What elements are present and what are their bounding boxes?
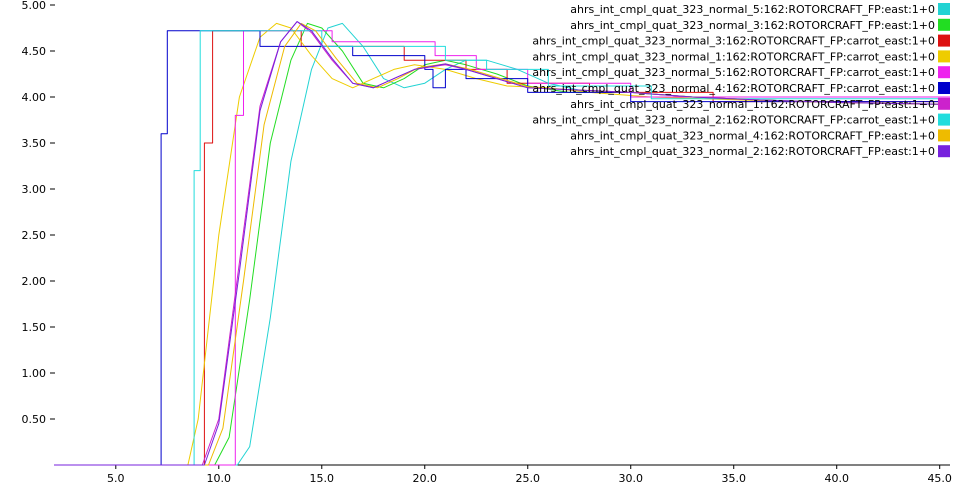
series-line-3 [54,30,950,466]
legend-entry-label: ahrs_int_cmpl_quat_323_normal_4:162:ROTO… [570,129,935,142]
y-tick-label: 0.50 [22,413,47,426]
legend-swatch [938,82,950,94]
y-tick-label: 4.00 [22,91,47,104]
x-tick-label: 10.0 [207,472,232,485]
chart-axes: 5.0 10.0 15.0 20.0 25.0 30.0 35.0 40.0 45.0 0.50 1… [22,0,952,485]
y-tick-label: 1.00 [22,367,47,380]
x-tick-label: 25.0 [515,472,540,485]
legend: ahrs_int_cmpl_quat_323_normal_5:162:ROTO… [532,3,950,158]
legend-swatch [938,34,950,47]
legend-entry-label: ahrs_int_cmpl_quat_323_normal_5:162:ROTO… [532,66,935,79]
x-tick-label: 40.0 [824,472,849,485]
series-line-8 [54,30,950,466]
legend-entry-label: ahrs_int_cmpl_quat_323_normal_3:162:ROTO… [570,19,935,32]
legend-swatch [938,145,950,158]
legend-entry-label: ahrs_int_cmpl_quat_323_normal_2:162:ROTO… [532,114,935,127]
legend-entry-label: ahrs_int_cmpl_quat_323_normal_2:162:ROTO… [570,145,935,158]
legend-entry-label: ahrs_int_cmpl_quat_323_normal_5:162:ROTO… [570,3,935,16]
y-tick-label: 2.00 [22,275,47,288]
series-line-6 [54,30,950,466]
legend-entry-label: ahrs_int_cmpl_quat_323_normal_4:162:ROTO… [532,82,935,95]
x-tick-label: 35.0 [721,472,746,485]
x-tick-label: 15.0 [310,472,335,485]
x-tick-label: 30.0 [618,472,643,485]
plot-lines [54,21,951,466]
legend-entry-label: ahrs_int_cmpl_quat_323_normal_1:162:ROTO… [570,98,935,111]
series-line-5 [54,30,950,466]
legend-swatch [938,50,950,63]
series-line-10 [54,21,951,466]
legend-swatch [938,3,950,15]
x-tick-label: 45.0 [927,472,952,485]
y-tick-label: 2.50 [22,229,47,242]
y-tick-label: 5.00 [22,0,47,12]
legend-swatch [938,66,950,79]
x-tick-label: 5.0 [107,472,125,485]
legend-swatch [938,129,950,142]
legend-entry-label: ahrs_int_cmpl_quat_323_normal_1:162:ROTO… [532,50,935,63]
legend-swatch [938,113,950,126]
y-tick-label: 3.00 [22,183,47,196]
y-tick-label: 4.50 [22,45,47,58]
y-tick-label: 3.50 [22,137,47,150]
legend-swatch [938,97,950,110]
legend-entry-label: ahrs_int_cmpl_quat_323_normal_3:162:ROTO… [532,35,935,48]
x-tick-label: 20.0 [413,472,438,485]
legend-swatch [938,18,950,31]
y-tick-label: 1.50 [22,321,47,334]
series-line-4 [54,22,951,466]
